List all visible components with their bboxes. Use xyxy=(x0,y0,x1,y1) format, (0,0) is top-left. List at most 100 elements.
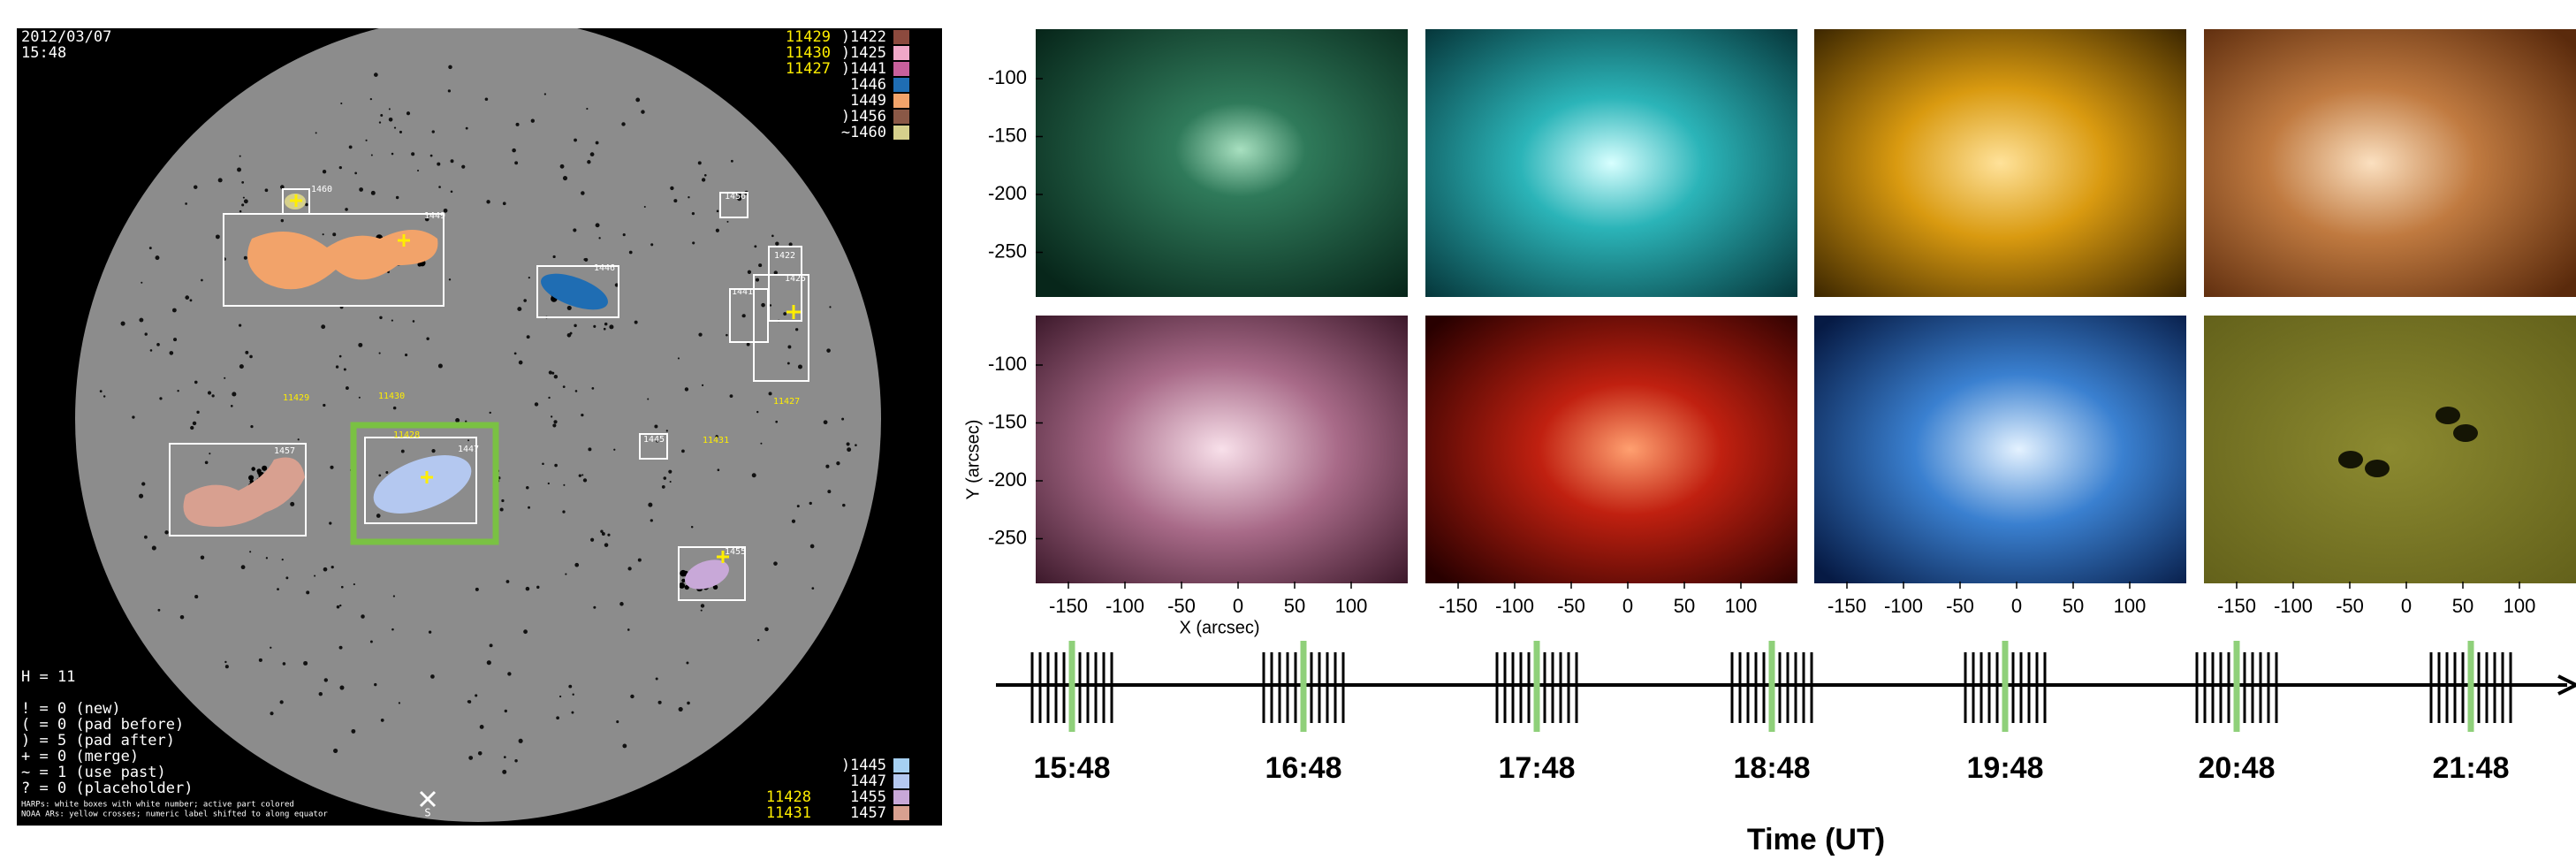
time-label: 15:48 xyxy=(1034,751,1111,785)
speck xyxy=(726,334,728,337)
speck xyxy=(654,425,657,429)
noaa-disk-label: 11428 xyxy=(393,430,420,440)
speck xyxy=(224,377,225,379)
speck xyxy=(144,536,148,539)
speck xyxy=(842,504,846,507)
speck xyxy=(644,206,646,208)
speck xyxy=(638,559,642,562)
harp-label: 1422 xyxy=(774,251,795,261)
speck xyxy=(451,159,454,163)
speck xyxy=(225,665,229,668)
speck xyxy=(430,674,435,679)
speck xyxy=(536,586,539,589)
speck xyxy=(598,237,600,239)
speck xyxy=(775,242,779,246)
x-tick-label: -100 xyxy=(2274,595,2313,617)
legend-swatch xyxy=(893,78,909,92)
speck xyxy=(270,712,273,715)
speck xyxy=(193,422,196,425)
speck xyxy=(588,447,591,451)
speck xyxy=(150,349,153,352)
speck xyxy=(623,233,626,236)
stat-line: ? = 0 (placeholder) xyxy=(21,780,193,797)
harp-label: 1447 xyxy=(458,445,479,454)
speck xyxy=(810,544,815,549)
speck xyxy=(270,647,271,649)
speck xyxy=(505,710,507,712)
stat-line: ) = 5 (pad after) xyxy=(21,732,175,750)
speck xyxy=(103,395,105,397)
x-axis-label: X (arcsec) xyxy=(1179,618,1259,637)
x-tick-label: -150 xyxy=(1828,595,1866,617)
speck xyxy=(506,580,510,583)
speck xyxy=(467,439,469,441)
x-tick-label: -50 xyxy=(1167,595,1196,617)
speck xyxy=(769,392,772,395)
speck xyxy=(100,390,103,392)
legend-label: )1425 xyxy=(841,44,886,62)
speck xyxy=(374,72,378,77)
speck xyxy=(568,685,572,689)
legend-label: )1456 xyxy=(841,108,886,126)
speck xyxy=(514,161,518,164)
speck xyxy=(670,481,672,483)
speck xyxy=(385,471,388,474)
harp-label: 1441 xyxy=(732,287,753,297)
speck xyxy=(359,187,363,192)
speck xyxy=(248,475,254,480)
speck xyxy=(379,121,381,123)
speck xyxy=(391,320,393,322)
speck xyxy=(570,332,573,335)
speck xyxy=(688,196,689,198)
speck xyxy=(648,503,652,507)
noaa-label: 11427 xyxy=(786,60,831,78)
spot xyxy=(2365,460,2390,477)
speck xyxy=(251,467,255,471)
speck xyxy=(401,450,405,453)
speck xyxy=(516,123,520,126)
speck xyxy=(616,720,619,723)
speck xyxy=(798,364,802,369)
speck xyxy=(526,486,529,490)
speck xyxy=(257,472,260,475)
speck xyxy=(345,208,348,211)
speck xyxy=(687,702,690,705)
speck xyxy=(306,590,309,594)
x-tick-label: 0 xyxy=(1622,595,1633,617)
speck xyxy=(523,299,527,302)
y-tick-label: -250 xyxy=(988,526,1027,548)
speck xyxy=(381,719,384,722)
legend-swatch xyxy=(893,110,909,124)
speck xyxy=(809,502,812,505)
speck xyxy=(314,575,315,577)
speck xyxy=(519,361,523,365)
speck xyxy=(389,108,391,110)
speck xyxy=(593,325,596,328)
speck xyxy=(411,152,414,156)
speck xyxy=(607,534,610,537)
speck xyxy=(571,712,574,714)
speck xyxy=(281,219,284,222)
speck xyxy=(847,447,851,452)
speck xyxy=(461,165,465,169)
speck xyxy=(156,255,160,260)
legend-label: 1457 xyxy=(850,804,886,822)
x-tick-label: 100 xyxy=(2114,595,2147,617)
x-tick-label: -50 xyxy=(1557,595,1585,617)
speck xyxy=(681,449,685,453)
speck xyxy=(209,453,210,454)
speck xyxy=(613,449,615,451)
speck xyxy=(218,178,223,182)
speck xyxy=(775,421,778,423)
legend-swatch xyxy=(893,46,909,60)
speck xyxy=(389,118,393,122)
speck xyxy=(756,411,758,413)
y-axis-label: Y (arcsec) xyxy=(963,420,983,500)
speck xyxy=(339,646,343,650)
speck xyxy=(139,318,143,323)
x-tick-label: -50 xyxy=(1946,595,1974,617)
speck xyxy=(692,241,695,244)
speck xyxy=(241,203,244,206)
stat-line: ! = 0 (new) xyxy=(21,700,121,718)
speck xyxy=(590,152,595,156)
